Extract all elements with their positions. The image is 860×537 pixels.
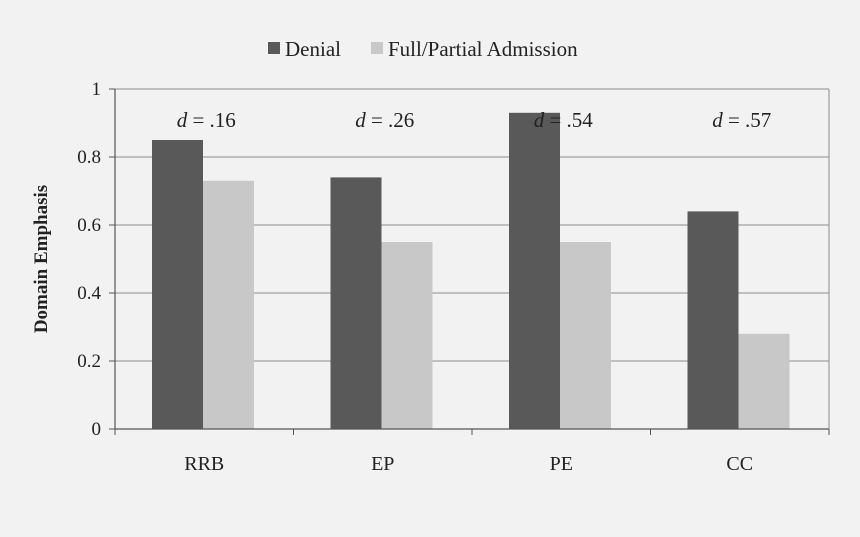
y-tick-label: 1 [92,79,102,100]
x-tick-label: CC [726,453,753,475]
axes [114,89,830,435]
y-tick-label: 0 [92,419,102,440]
effect-size-annotation: d = .26 [355,108,414,132]
y-tick-label: 0.8 [77,147,101,168]
bar-cc-admission [738,333,790,429]
x-tick-labels: RRB EP PE CC [184,453,753,475]
x-tick-label: RRB [184,453,224,475]
legend-label-admission: Full/Partial Admission [388,37,578,61]
y-axis-label: Domain Emphasis [31,185,52,333]
bar-pe-admission [560,242,611,429]
bar-rrb-denial [152,140,203,429]
bars [152,112,790,430]
effect-size-annotation: d = .16 [177,108,236,132]
effect-size-annotation: d = .54 [534,108,594,132]
y-tick-labels: 0 0.2 0.4 0.6 0.8 1 [77,79,115,440]
bar-ep-denial [330,177,382,429]
legend-swatch-admission [371,42,383,54]
bar-rrb-admission [203,180,254,429]
y-tick-label: 0.4 [77,283,101,304]
bar-pe-denial [509,112,560,430]
y-tick-label: 0.2 [77,351,101,372]
bar-ep-admission [381,242,433,429]
legend: Denial Full/Partial Admission [268,37,578,61]
bar-cc-denial [687,211,739,429]
effect-size-annotations: d = .16 d = .26 d = .54 d = .57 [177,108,772,132]
effect-size-annotation: d = .57 [712,108,771,132]
y-tick-label: 0.6 [77,215,101,236]
legend-swatch-denial [268,42,280,54]
legend-label-denial: Denial [285,37,341,61]
x-tick-label: EP [371,453,394,475]
x-tick-label: PE [550,453,573,475]
